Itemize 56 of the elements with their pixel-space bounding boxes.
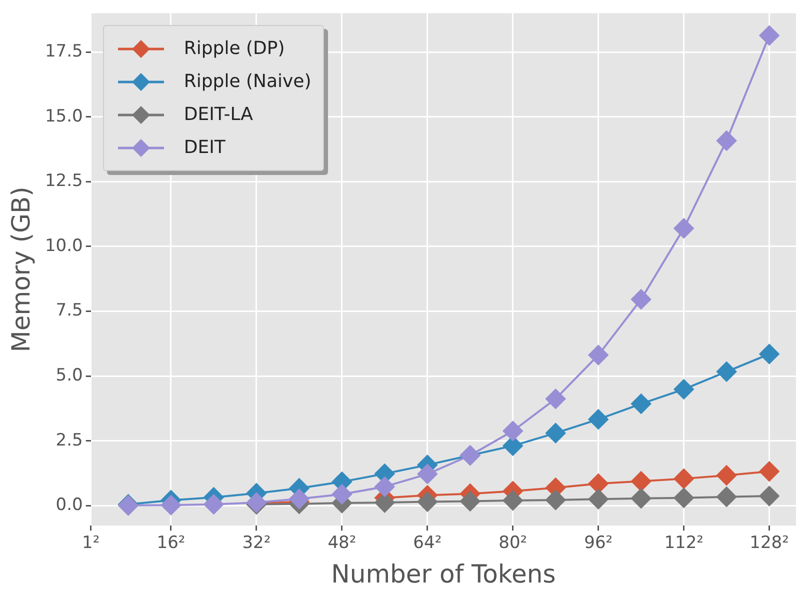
point [674, 468, 694, 489]
x-tick-label: 80² [498, 533, 528, 554]
x-tick-label: 112² [664, 533, 704, 554]
point [160, 495, 181, 516]
point [374, 492, 395, 513]
x-axis-title: Number of Tokens [331, 560, 556, 588]
point [289, 488, 310, 509]
y-tick-label: 10.0 [44, 236, 83, 256]
point [332, 484, 352, 504]
legend-label: Ripple (DP) [184, 38, 285, 60]
point [674, 379, 694, 400]
point [759, 25, 780, 46]
point [502, 421, 523, 441]
y-tick-label: 5.0 [56, 365, 83, 386]
y-tick-label: 0.0 [56, 495, 83, 516]
point [674, 488, 694, 508]
x-tick-label: 64² [413, 533, 442, 554]
legend-label: DEIT-LA [184, 104, 253, 126]
x-tick-label: 96² [584, 533, 613, 554]
point [759, 486, 780, 506]
x-tick-label: 48² [328, 533, 356, 554]
x-tick-label: 16² [156, 533, 186, 554]
point [674, 218, 694, 238]
point [631, 394, 652, 414]
point [716, 130, 737, 151]
x-tick-label: 128² [750, 533, 789, 554]
point [374, 476, 395, 497]
y-tick-label: 2.5 [56, 430, 83, 450]
point [588, 345, 608, 366]
point [588, 489, 608, 510]
x-tick-label: 1² [82, 533, 100, 554]
y-tick-label: 12.5 [44, 171, 83, 192]
point [716, 486, 737, 507]
point [502, 490, 523, 510]
point [631, 289, 652, 310]
point [546, 388, 566, 409]
y-axis-title: Memory (GB) [6, 186, 36, 352]
point [204, 494, 224, 514]
y-tick-label: 7.5 [56, 300, 83, 321]
x-tick-label: 32² [242, 533, 271, 554]
point [759, 461, 780, 482]
point [588, 409, 608, 430]
point [716, 465, 737, 486]
y-tick-label: 15.0 [44, 106, 83, 126]
point [759, 344, 780, 364]
y-tick-label: 17.5 [44, 42, 83, 62]
point [631, 471, 652, 492]
point [417, 464, 438, 484]
point [546, 490, 566, 510]
legend-label: DEIT [184, 137, 226, 158]
point [631, 488, 652, 508]
point [716, 362, 737, 382]
legend-label: Ripple (Naive) [184, 71, 312, 92]
point [546, 423, 566, 444]
point [460, 491, 480, 512]
point [417, 492, 438, 512]
